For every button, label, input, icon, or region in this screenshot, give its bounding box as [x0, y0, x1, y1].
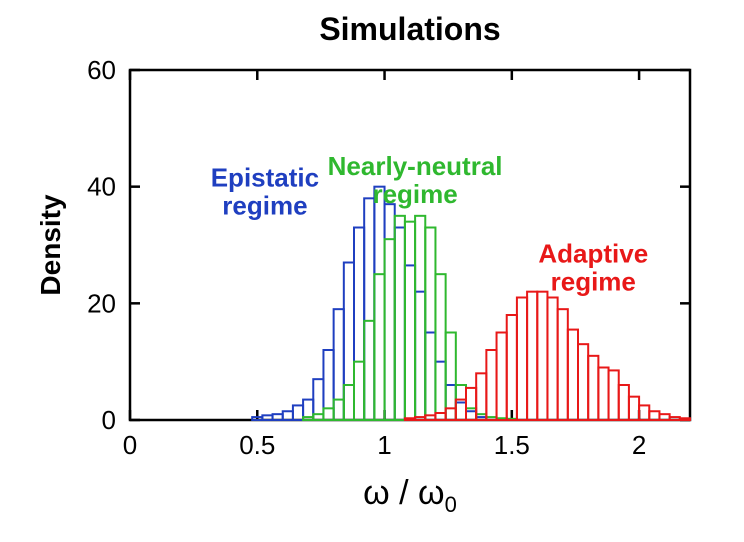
bar — [435, 362, 445, 420]
y-tick-label: 40 — [87, 172, 116, 202]
series-label-nearly-neutral: Nearly-neutralregime — [328, 151, 503, 209]
bar — [629, 397, 639, 420]
bar — [415, 292, 425, 420]
x-tick-label: 1.5 — [494, 430, 530, 460]
bar — [293, 405, 303, 420]
bar — [639, 405, 649, 420]
series-epistatic — [252, 187, 486, 420]
bar — [588, 356, 598, 420]
bar — [364, 321, 374, 420]
bar — [405, 265, 415, 420]
bar — [558, 309, 568, 420]
bar — [334, 400, 344, 420]
bar — [323, 408, 333, 420]
bar — [547, 298, 557, 421]
bar — [466, 388, 476, 420]
bar — [374, 274, 384, 420]
bar — [334, 309, 344, 420]
bar — [659, 414, 669, 420]
bar — [435, 274, 445, 420]
bar — [364, 198, 374, 420]
bar — [670, 417, 680, 420]
bar — [649, 411, 659, 420]
x-tick-label: 2 — [632, 430, 646, 460]
x-tick-label: 0 — [123, 430, 137, 460]
bar — [385, 204, 395, 420]
bar — [425, 333, 435, 421]
bar — [395, 228, 405, 421]
bar — [354, 362, 364, 420]
bar — [405, 418, 415, 420]
bar — [466, 408, 476, 420]
series-label-epistatic: Epistaticregime — [211, 163, 319, 221]
histogram-chart: Simulations00.511.520204060Densityω / ω0… — [0, 0, 744, 542]
bar — [537, 292, 547, 420]
bar — [415, 216, 425, 420]
bar — [262, 415, 272, 420]
bar — [395, 216, 405, 420]
bar — [680, 418, 690, 420]
bar — [476, 373, 486, 420]
bar — [517, 298, 527, 421]
bar — [619, 385, 629, 420]
chart-title: Simulations — [319, 11, 500, 47]
y-axis-label: Density — [35, 194, 66, 296]
bar — [578, 344, 588, 420]
bar — [425, 415, 435, 420]
bar — [486, 350, 496, 420]
bar — [323, 350, 333, 420]
bar — [598, 368, 608, 421]
bar — [354, 228, 364, 421]
x-tick-label: 1 — [377, 430, 391, 460]
bar — [415, 417, 425, 420]
bar — [446, 333, 456, 421]
bar — [303, 417, 313, 420]
bar — [425, 228, 435, 421]
bar — [568, 330, 578, 420]
bar — [507, 315, 517, 420]
bar — [527, 292, 537, 420]
bar — [497, 333, 507, 421]
bar — [405, 222, 415, 420]
y-tick-label: 0 — [102, 405, 116, 435]
x-axis-label: ω / ω0 — [363, 474, 457, 517]
bar — [466, 411, 476, 420]
series-nearly-neutral — [303, 216, 517, 420]
y-tick-label: 60 — [87, 55, 116, 85]
bar — [273, 414, 283, 420]
y-tick-label: 20 — [87, 288, 116, 318]
x-tick-label: 0.5 — [239, 430, 275, 460]
series-label-adaptive: Adaptiveregime — [538, 239, 648, 297]
bar — [456, 403, 466, 421]
bar — [313, 414, 323, 420]
series-adaptive — [405, 292, 690, 420]
bar — [446, 385, 456, 420]
bar — [374, 187, 384, 420]
bar — [609, 370, 619, 420]
bar — [344, 263, 354, 421]
bar — [385, 239, 395, 420]
bar — [344, 385, 354, 420]
bar — [446, 408, 456, 420]
bar — [283, 411, 293, 420]
